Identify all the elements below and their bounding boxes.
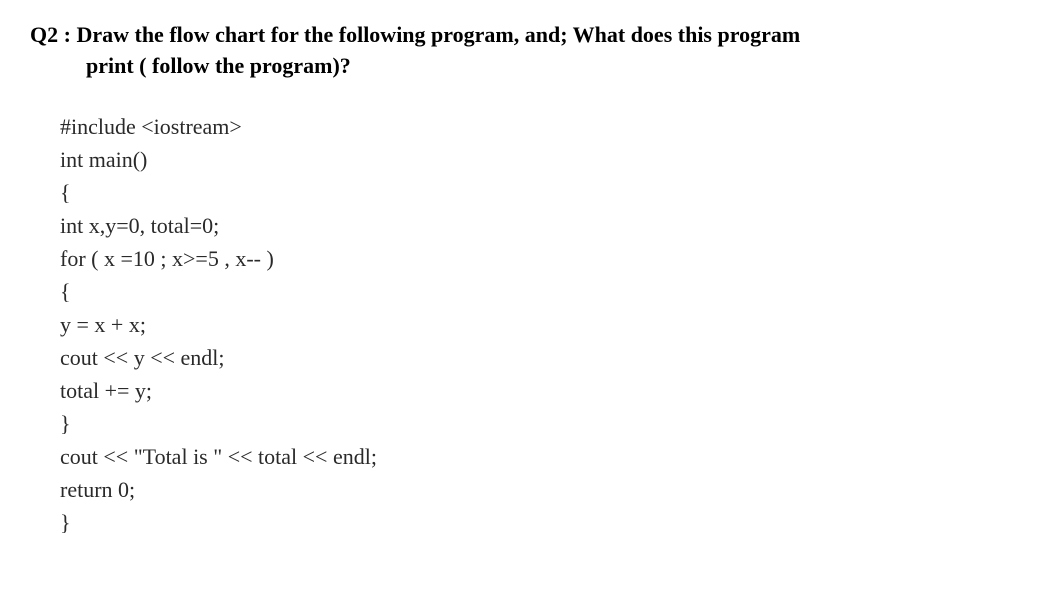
question-text-line2: print ( follow the program)? [86, 51, 1021, 82]
code-line: return 0; [60, 473, 1021, 506]
question-header: Q2 : Draw the flow chart for the followi… [30, 20, 1021, 82]
code-line: } [60, 407, 1021, 440]
code-line: cout << y << endl; [60, 341, 1021, 374]
code-line: #include <iostream> [60, 110, 1021, 143]
code-line: for ( x =10 ; x>=5 , x-- ) [60, 242, 1021, 275]
code-line: { [60, 176, 1021, 209]
code-line: total += y; [60, 374, 1021, 407]
code-line: } [60, 506, 1021, 539]
code-line: int x,y=0, total=0; [60, 209, 1021, 242]
code-line: y = x + x; [60, 308, 1021, 341]
question-text-line1: Draw the flow chart for the following pr… [76, 22, 800, 47]
code-block: #include <iostream> int main() { int x,y… [60, 110, 1021, 539]
code-line: cout << "Total is " << total << endl; [60, 440, 1021, 473]
code-line: { [60, 275, 1021, 308]
code-line: int main() [60, 143, 1021, 176]
question-label: Q2 : [30, 22, 76, 47]
